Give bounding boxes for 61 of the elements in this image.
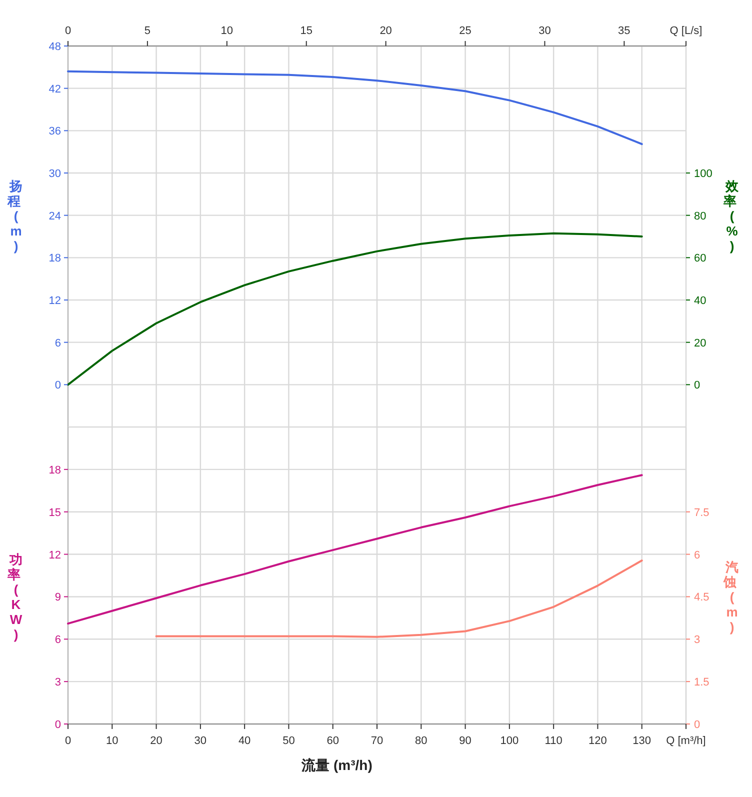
line-series [155, 560, 643, 638]
y-tick-label: 0 [54, 719, 61, 731]
x-tick-label: 30 [194, 735, 207, 747]
y2-tick-label: 1.5 [694, 676, 710, 689]
x2-tick-label: 30 [538, 25, 551, 37]
y-tick-label: 30 [48, 168, 61, 180]
x2-tick-label: 5 [144, 25, 151, 37]
x-tick-label: 90 [459, 735, 472, 747]
y2-tick-label: 6 [694, 549, 700, 562]
y2-tick-label: 4.5 [694, 592, 710, 604]
x-tick-label: 10 [106, 735, 118, 747]
y-axis-title: 扬程 (m) [6, 178, 24, 254]
y2-axis-title: 汽蚀 (m) [722, 560, 740, 635]
y2-tick-label: 40 [694, 295, 706, 307]
y-tick-label: 36 [48, 126, 61, 138]
x2-tick-label: 25 [459, 25, 472, 37]
y-tick-label: 48 [48, 41, 61, 53]
y-tick-label: 6 [54, 634, 61, 646]
line-series [67, 70, 643, 146]
y-tick-label: 18 [48, 464, 61, 476]
y-tick-label: 6 [54, 337, 61, 350]
x-tick-label: 50 [282, 735, 295, 747]
y-tick-label: 12 [48, 549, 61, 562]
x2-tick-label: 10 [220, 25, 234, 37]
y-tick-label: 12 [48, 295, 61, 307]
x2-tick-label: 20 [380, 25, 392, 37]
x2-tick-label: 15 [300, 25, 312, 37]
x-tick-label: 60 [326, 735, 339, 747]
y2-tick-label: 0 [694, 719, 700, 731]
x-tick-label: 20 [150, 735, 162, 747]
line-series [67, 232, 643, 386]
x-tick-label: 40 [238, 735, 251, 747]
y-tick-label: 42 [48, 83, 61, 96]
y-axis-title: 功率 (KW) [6, 552, 24, 642]
y2-tick-label: 0 [694, 380, 700, 392]
x-axis-title: 流量 (m³/h) [300, 757, 372, 773]
y2-tick-label: 60 [694, 252, 706, 265]
y2-tick-label: 80 [694, 210, 706, 222]
y2-tick-label: 7.5 [694, 506, 710, 519]
x-tick-label: 100 [500, 735, 519, 747]
y-tick-label: 24 [48, 210, 61, 222]
x2-tick-label: Q [L/s] [670, 25, 702, 37]
y-tick-label: 0 [54, 380, 61, 392]
y-tick-label: 15 [48, 506, 61, 519]
y2-tick-label: 3 [694, 634, 700, 646]
x-tick-label: 130 [632, 735, 652, 747]
x2-tick-label: 0 [64, 25, 72, 37]
line-series [67, 474, 643, 625]
x-tick-label: 70 [370, 735, 384, 747]
y2-axis-title: 效率 (%) [722, 178, 740, 254]
x-tick-label: 120 [588, 735, 607, 747]
y2-tick-label: 100 [694, 168, 712, 180]
y-tick-label: 9 [54, 592, 61, 604]
y2-tick-label: 20 [694, 337, 706, 350]
x-tick-label: 80 [415, 735, 428, 747]
x-tick-label: 110 [544, 735, 562, 747]
y-tick-label: 18 [48, 252, 61, 265]
x-tick-label: 0 [64, 735, 72, 747]
x2-tick-label: 35 [618, 25, 630, 37]
x-tick-label: Q [m³/h] [666, 735, 706, 747]
y-tick-label: 3 [54, 676, 61, 689]
